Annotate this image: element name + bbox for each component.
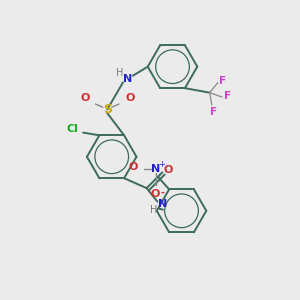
Text: N: N <box>151 164 160 174</box>
Text: O: O <box>151 189 160 199</box>
Text: O: O <box>80 93 89 103</box>
Text: F: F <box>224 91 231 101</box>
Text: S: S <box>103 103 112 116</box>
Text: O: O <box>128 162 138 172</box>
Text: O: O <box>125 93 134 103</box>
Text: N: N <box>123 74 132 84</box>
Text: +: + <box>158 160 165 169</box>
Text: O: O <box>163 165 172 175</box>
Text: F: F <box>210 106 217 117</box>
Text: H: H <box>150 205 158 215</box>
Text: N: N <box>158 199 167 209</box>
Text: F: F <box>219 76 226 86</box>
Text: Cl: Cl <box>66 124 78 134</box>
Text: -: - <box>161 188 165 198</box>
Text: H: H <box>116 68 123 77</box>
